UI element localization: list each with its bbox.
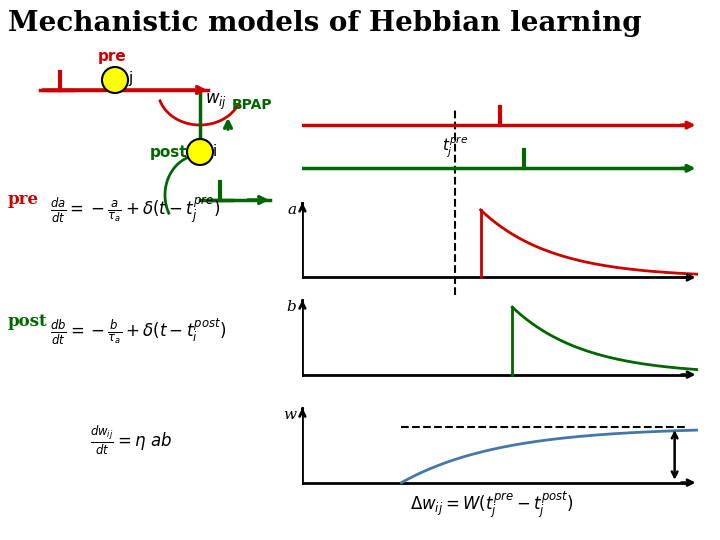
Circle shape: [187, 139, 213, 165]
Circle shape: [102, 67, 128, 93]
Text: $t_j^{pre}$: $t_j^{pre}$: [442, 135, 468, 160]
Text: $\frac{dw_{ij}}{dt} = \eta\ a b$: $\frac{dw_{ij}}{dt} = \eta\ a b$: [90, 423, 172, 457]
Text: $w_{ij}$: $w_{ij}$: [205, 92, 227, 112]
Text: i: i: [213, 145, 217, 159]
Text: $\frac{da}{dt} = -\frac{a}{\tau_a} + \delta(t - t_j^{pre})$: $\frac{da}{dt} = -\frac{a}{\tau_a} + \de…: [50, 195, 220, 225]
Text: post: post: [8, 314, 48, 330]
Text: Mechanistic models of Hebbian learning: Mechanistic models of Hebbian learning: [8, 10, 642, 37]
Text: $\Delta w_{ij} = W(t_j^{pre} - t_j^{post})$: $\Delta w_{ij} = W(t_j^{pre} - t_j^{post…: [410, 489, 574, 521]
Text: pre: pre: [8, 192, 39, 208]
Text: w: w: [284, 408, 297, 422]
Text: a: a: [287, 203, 297, 217]
Text: b: b: [287, 300, 297, 314]
Text: BPAP: BPAP: [232, 98, 273, 112]
Text: post: post: [150, 145, 188, 159]
Text: pre: pre: [98, 49, 127, 64]
Text: $\frac{db}{dt} = -\frac{b}{\tau_a} + \delta(t - t_i^{post})$: $\frac{db}{dt} = -\frac{b}{\tau_a} + \de…: [50, 317, 227, 347]
Text: j: j: [128, 71, 132, 86]
